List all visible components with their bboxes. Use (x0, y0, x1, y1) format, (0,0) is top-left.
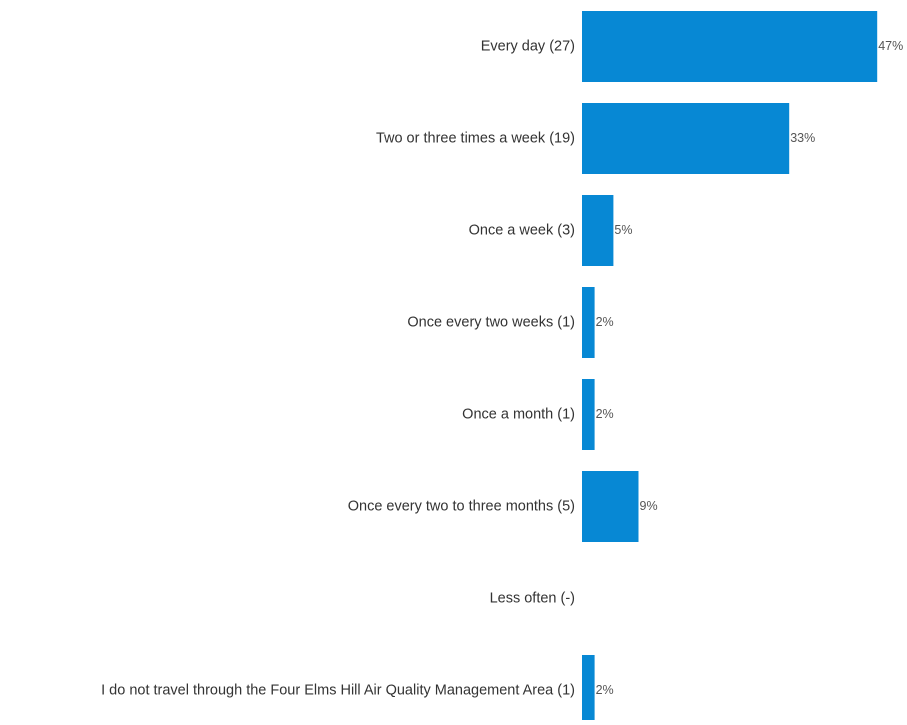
value-labels-group: 47% 33% 5% 2% 2% 9% 2% (596, 39, 904, 697)
bar (582, 655, 595, 725)
category-label: Two or three times a week (19) (376, 130, 575, 146)
value-label: 2% (596, 683, 614, 697)
bar (582, 287, 595, 358)
bar (582, 103, 790, 174)
category-label: Less often (-) (490, 590, 575, 606)
value-label: 5% (614, 223, 632, 237)
value-label: 2% (596, 315, 614, 329)
bar (582, 195, 614, 266)
category-labels-group: Every day (27) Two or three times a week … (101, 38, 575, 698)
bar (582, 471, 639, 542)
bar (582, 379, 595, 450)
category-label: I do not travel through the Four Elms Hi… (101, 682, 575, 698)
value-label: 33% (790, 131, 815, 145)
category-label: Once a month (1) (462, 406, 575, 422)
category-label: Once every two weeks (1) (407, 314, 575, 330)
category-label: Once every two to three months (5) (348, 498, 575, 514)
value-label: 9% (640, 499, 658, 513)
category-label: Every day (27) (481, 38, 575, 54)
category-label: Once a week (3) (469, 222, 575, 238)
value-label: 47% (878, 39, 903, 53)
bar (582, 11, 878, 82)
value-label: 2% (596, 407, 614, 421)
bars-group (582, 11, 878, 725)
